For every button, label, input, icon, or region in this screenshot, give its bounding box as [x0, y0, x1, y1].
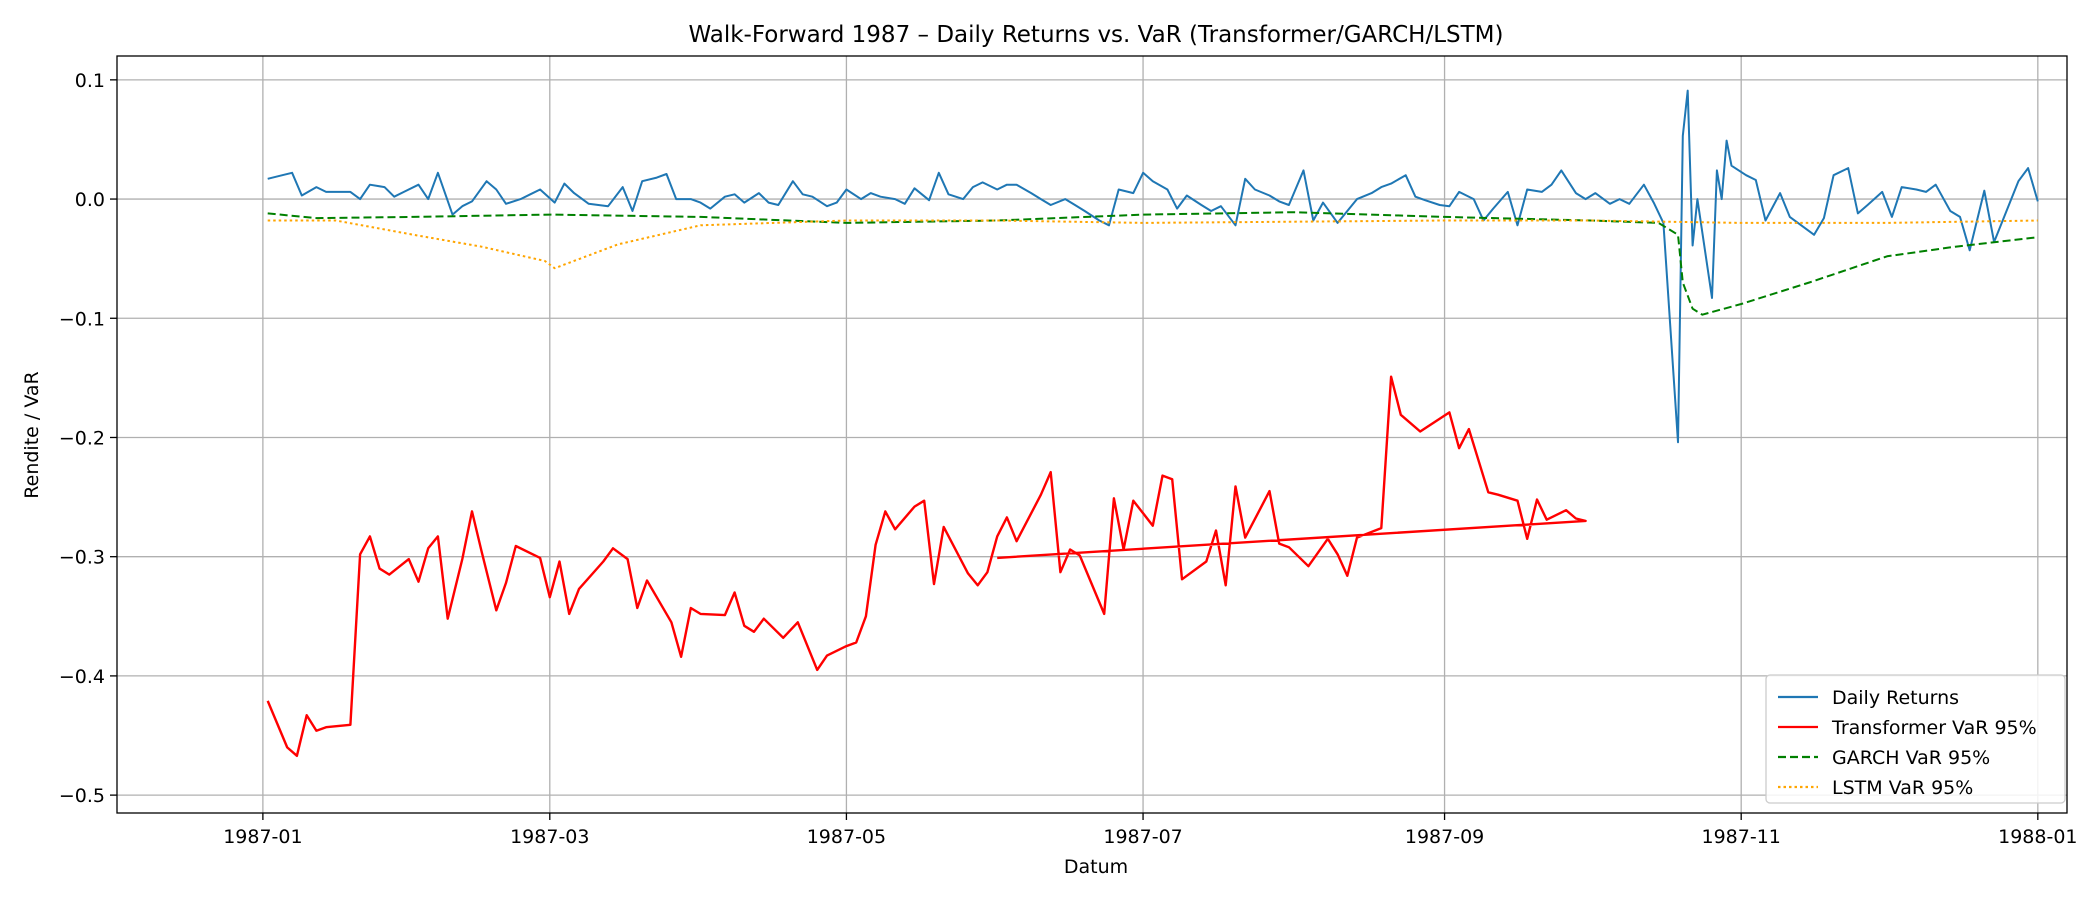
- y-tick-label: −0.2: [59, 427, 105, 449]
- y-axis-label: Rendite / VaR: [21, 371, 43, 498]
- x-tick-label: 1987-07: [1103, 826, 1182, 848]
- series-layer: [266, 89, 2039, 757]
- series-line-transformer-var-95: [266, 375, 1587, 757]
- legend-label: GARCH VaR 95%: [1832, 747, 1990, 769]
- y-tick-label: −0.5: [59, 785, 105, 807]
- x-tick-label: 1987-03: [510, 826, 589, 848]
- x-tick-label: 1987-11: [1701, 826, 1780, 848]
- legend-box: [1765, 674, 2066, 804]
- ticks: 1987-01 1987-03 1987-05 1987-07 1987-09 1987-…: [59, 70, 2078, 848]
- y-tick-label: −0.1: [59, 308, 105, 330]
- series-line-daily-returns: [267, 89, 2039, 444]
- y-tick-label: 0.0: [75, 189, 105, 211]
- y-tick-label: −0.4: [59, 666, 105, 688]
- legend-label: Daily Returns: [1832, 687, 1959, 709]
- legend-label: LSTM VaR 95%: [1832, 777, 1973, 799]
- grid: [117, 56, 2067, 813]
- legend: Daily Returns Transformer VaR 95% GARCH Va…: [1765, 674, 2066, 804]
- series-line-lstm-var-95: [267, 219, 2038, 270]
- x-tick-label: 1987-09: [1405, 826, 1484, 848]
- x-tick-label: 1987-01: [223, 826, 302, 848]
- legend-label: Transformer VaR 95%: [1831, 717, 2037, 739]
- x-tick-label: 1987-05: [807, 826, 886, 848]
- y-tick-label: 0.1: [75, 70, 105, 92]
- y-tick-label: −0.3: [59, 547, 105, 569]
- plot-frame: [116, 55, 2068, 814]
- x-tick-label: 1988-01: [1998, 826, 2077, 848]
- series-line-garch-var-95: [267, 211, 2038, 316]
- chart-title: Walk-Forward 1987 – Daily Returns vs. Va…: [688, 22, 1503, 48]
- x-axis-label: Datum: [1064, 856, 1128, 878]
